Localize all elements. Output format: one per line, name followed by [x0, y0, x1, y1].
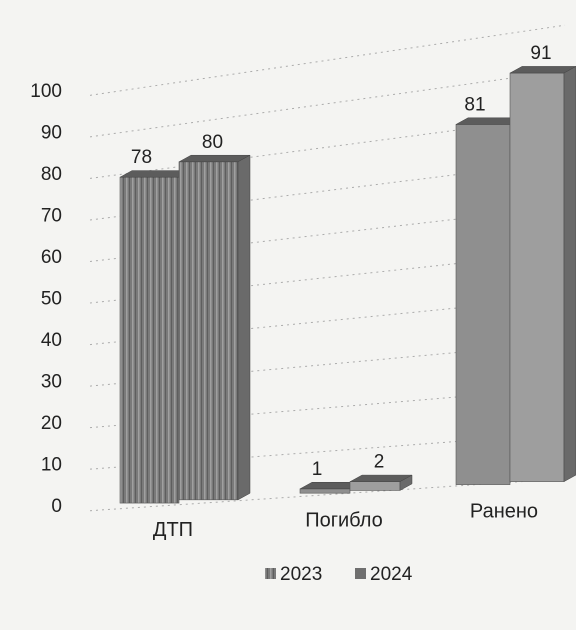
bar-ДТП-2024 [178, 161, 239, 501]
legend-entry: 2023 [280, 564, 322, 585]
data-label: 78 [131, 147, 152, 168]
x-axis-categories: ДТП Погибло Ранено [153, 501, 538, 541]
legend-entry: 2024 [370, 564, 413, 585]
category-label: Ранено [470, 501, 538, 523]
category-label: ДТП [153, 519, 193, 541]
bars [119, 66, 576, 504]
y-tick-label: 0 [51, 496, 62, 517]
legend-swatch [265, 568, 276, 579]
y-tick-label: 60 [41, 247, 62, 268]
data-label: 1 [312, 459, 323, 480]
bar-side-Ранено [563, 66, 576, 483]
legend: 2023 2024 [265, 564, 413, 585]
data-label: 91 [530, 43, 551, 64]
y-tick-label: 90 [41, 123, 62, 144]
y-axis-ticks: 0 10 20 30 40 50 60 70 80 90 100 [30, 81, 62, 517]
gridline [89, 115, 566, 179]
y-tick-label: 10 [41, 455, 62, 476]
bar-Ранено-2023 [455, 124, 511, 485]
bar-ДТП-2023 [119, 176, 180, 504]
gridline [89, 24, 566, 96]
bar-top-Ранено-2024 [509, 66, 576, 74]
category-label: Погибло [305, 509, 383, 531]
data-labels: 78 80 1 2 81 91 [131, 43, 552, 480]
y-tick-label: 70 [41, 206, 62, 227]
y-tick-label: 20 [41, 413, 62, 434]
y-tick-label: 100 [30, 81, 62, 102]
y-tick-label: 80 [41, 164, 62, 185]
data-label: 2 [374, 452, 385, 473]
legend-swatch [355, 568, 366, 579]
bar-Погибло-2024 [349, 481, 401, 491]
gridline [89, 70, 566, 138]
bar-Погибло-2023 [299, 488, 351, 494]
y-tick-label: 50 [41, 289, 62, 310]
bar-side-ДТП [237, 154, 251, 501]
y-tick-label: 30 [41, 372, 62, 393]
bar-Ранено-2024 [509, 72, 565, 482]
y-tick-label: 40 [41, 330, 62, 351]
bar-side-Погибло [399, 474, 413, 491]
data-label: 81 [464, 94, 485, 115]
data-label: 80 [202, 132, 223, 153]
